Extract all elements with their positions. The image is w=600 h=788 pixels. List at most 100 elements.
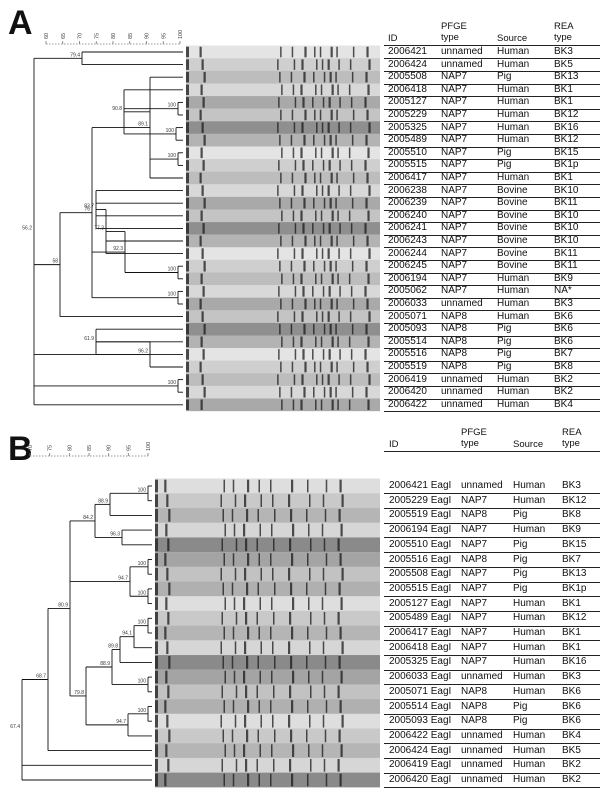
gel-band: [324, 582, 327, 596]
gel-band: [221, 685, 223, 699]
row-rea: BK11: [554, 260, 578, 272]
node-similarity-label: 77.3: [94, 226, 104, 232]
gel-band: [294, 286, 297, 297]
gel-lane: [186, 373, 380, 386]
row-divider: [384, 385, 600, 387]
gel-band: [155, 582, 158, 596]
gel-lane: [186, 159, 380, 172]
gel-band: [293, 248, 296, 259]
gel-band: [302, 160, 305, 171]
gel-band: [316, 311, 318, 322]
gel-band: [319, 298, 322, 310]
gel-band: [329, 323, 332, 335]
gel-band: [321, 311, 324, 322]
gel-band: [307, 700, 309, 713]
row-source: Human: [513, 480, 546, 491]
gel-lane: [186, 310, 380, 323]
gel-band: [244, 714, 247, 728]
gel-band: [274, 656, 276, 669]
row-id: 2005093 EagI: [389, 715, 452, 727]
gel-band: [223, 700, 225, 713]
gel-band: [186, 323, 189, 335]
gel-band: [348, 210, 351, 222]
gel-band: [200, 336, 203, 348]
gel-lane: [186, 285, 380, 298]
gel-band: [368, 59, 371, 70]
row-pfge: NAP7: [441, 260, 468, 272]
gel-band: [321, 122, 324, 133]
gel-band: [301, 185, 304, 196]
gel-lane: [186, 83, 380, 97]
gel-band: [338, 656, 341, 669]
gel-band: [281, 147, 283, 159]
gel-band: [155, 626, 158, 640]
row-pfge: NAP7: [441, 159, 468, 171]
gel-band: [222, 729, 224, 743]
row-source: Bovine: [497, 247, 528, 259]
gel-band: [167, 685, 170, 699]
row-rea: BK3: [562, 671, 581, 683]
gel-band: [320, 273, 323, 285]
gel-band: [278, 97, 280, 108]
gel-band: [260, 494, 262, 508]
gel-band: [273, 758, 275, 772]
gel-band: [330, 361, 333, 373]
gel-lane: [155, 522, 380, 538]
row-divider: [384, 133, 600, 135]
row-rea: BK12: [562, 612, 587, 624]
node-similarity-label: 79.8: [74, 690, 84, 696]
gel-band: [281, 210, 283, 222]
gel-band: [351, 260, 354, 272]
row-rea: BK1: [554, 83, 573, 95]
row-pfge: NAP7: [441, 209, 468, 221]
gel-band: [330, 109, 333, 121]
gel-band: [164, 479, 167, 493]
row-id: 2005229: [388, 109, 427, 120]
gel-band: [166, 494, 169, 508]
gel-band: [322, 494, 325, 508]
row-id: 2005071 EagI: [389, 685, 452, 697]
gel-band: [288, 714, 291, 728]
gel-band: [313, 323, 315, 335]
row-divider: [384, 285, 600, 287]
gel-band: [223, 479, 225, 493]
row-pfge: NAP7: [461, 494, 488, 506]
gel-band: [201, 374, 204, 385]
row-pfge: NAP7: [461, 524, 488, 536]
row-id: 2006417 EagI: [389, 627, 452, 638]
table-row: 2006243 NAP7 Bovine BK10: [384, 235, 600, 247]
gel-band: [312, 286, 314, 297]
row-divider: [384, 610, 600, 612]
gel-band: [338, 185, 340, 196]
gel-image: [155, 478, 380, 788]
gel-band: [349, 248, 352, 259]
gel-band: [294, 97, 297, 108]
row-pfge: NAP8: [461, 700, 488, 712]
row-source: Human: [513, 744, 546, 756]
gel-band: [256, 685, 258, 699]
gel-lane: [155, 537, 380, 553]
gel-lane: [186, 222, 380, 235]
gel-band: [291, 46, 294, 58]
gel-band: [321, 670, 324, 684]
gel-band: [220, 494, 222, 508]
gel-band: [155, 656, 158, 669]
row-pfge: NAP7: [461, 627, 488, 638]
row-pfge: NAP7: [441, 222, 468, 234]
gel-band: [314, 172, 316, 184]
gel-band: [350, 286, 353, 297]
row-id: 2006420: [388, 386, 427, 398]
row-divider: [384, 566, 600, 568]
row-pfge: NAP7: [441, 146, 468, 158]
node-similarity-label: 67.4: [10, 724, 20, 730]
row-pfge: unnamed: [461, 759, 503, 771]
row-divider: [384, 196, 600, 198]
row-source: Pig: [513, 582, 528, 594]
gel-band: [199, 109, 202, 121]
row-rea: BK7: [554, 348, 573, 360]
gel-band: [200, 399, 203, 411]
gel-band: [323, 197, 326, 209]
gel-band: [164, 773, 167, 787]
gel-band: [331, 336, 334, 348]
gel-band: [224, 744, 226, 757]
